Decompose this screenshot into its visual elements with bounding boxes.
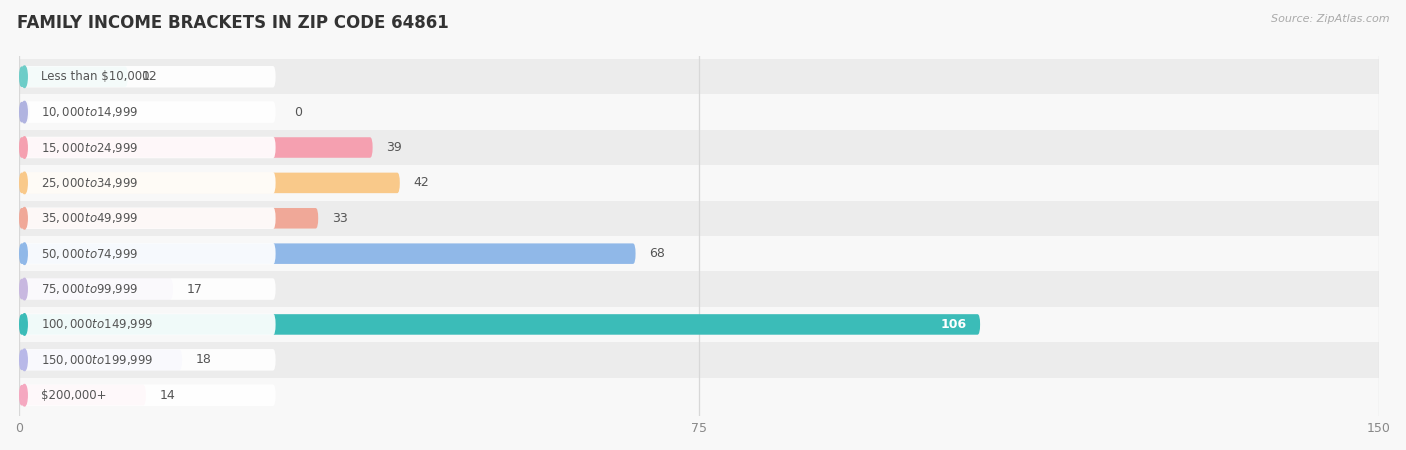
Text: 18: 18 xyxy=(195,353,212,366)
Bar xyxy=(20,59,1379,94)
FancyBboxPatch shape xyxy=(21,137,276,158)
Bar xyxy=(20,307,1379,342)
FancyBboxPatch shape xyxy=(20,279,173,299)
FancyBboxPatch shape xyxy=(20,173,399,193)
Circle shape xyxy=(21,243,27,265)
FancyBboxPatch shape xyxy=(20,350,183,370)
Bar xyxy=(20,201,1379,236)
Circle shape xyxy=(21,66,27,87)
Text: $25,000 to $34,999: $25,000 to $34,999 xyxy=(41,176,138,190)
FancyBboxPatch shape xyxy=(20,67,128,87)
Bar xyxy=(20,378,1379,413)
Bar xyxy=(20,130,1379,165)
Text: $35,000 to $49,999: $35,000 to $49,999 xyxy=(41,212,138,225)
Bar xyxy=(20,94,1379,130)
Circle shape xyxy=(21,101,27,123)
Text: 0: 0 xyxy=(294,106,302,119)
FancyBboxPatch shape xyxy=(21,278,276,300)
Bar xyxy=(20,236,1379,271)
FancyBboxPatch shape xyxy=(21,349,276,371)
Text: Less than $10,000: Less than $10,000 xyxy=(41,70,149,83)
Text: 42: 42 xyxy=(413,176,429,189)
Circle shape xyxy=(21,172,27,194)
FancyBboxPatch shape xyxy=(20,385,146,405)
FancyBboxPatch shape xyxy=(20,314,980,335)
Text: 12: 12 xyxy=(142,70,157,83)
FancyBboxPatch shape xyxy=(21,66,276,87)
Circle shape xyxy=(21,349,27,371)
Circle shape xyxy=(21,278,27,300)
Text: Source: ZipAtlas.com: Source: ZipAtlas.com xyxy=(1271,14,1389,23)
FancyBboxPatch shape xyxy=(21,101,276,123)
Text: $100,000 to $149,999: $100,000 to $149,999 xyxy=(41,317,153,332)
Text: $15,000 to $24,999: $15,000 to $24,999 xyxy=(41,140,138,154)
Text: $50,000 to $74,999: $50,000 to $74,999 xyxy=(41,247,138,261)
Circle shape xyxy=(21,314,27,335)
Bar xyxy=(20,271,1379,307)
Text: FAMILY INCOME BRACKETS IN ZIP CODE 64861: FAMILY INCOME BRACKETS IN ZIP CODE 64861 xyxy=(17,14,449,32)
Circle shape xyxy=(21,207,27,229)
Text: 17: 17 xyxy=(187,283,202,296)
Circle shape xyxy=(21,137,27,158)
Text: 106: 106 xyxy=(941,318,966,331)
Text: $10,000 to $14,999: $10,000 to $14,999 xyxy=(41,105,138,119)
Text: 33: 33 xyxy=(332,212,347,225)
FancyBboxPatch shape xyxy=(20,137,373,158)
FancyBboxPatch shape xyxy=(20,208,318,229)
FancyBboxPatch shape xyxy=(20,243,636,264)
FancyBboxPatch shape xyxy=(21,172,276,194)
FancyBboxPatch shape xyxy=(21,384,276,406)
Text: 39: 39 xyxy=(387,141,402,154)
Text: 14: 14 xyxy=(159,389,176,402)
FancyBboxPatch shape xyxy=(21,314,276,335)
FancyBboxPatch shape xyxy=(21,243,276,265)
FancyBboxPatch shape xyxy=(20,102,30,122)
Bar xyxy=(20,342,1379,378)
Text: $200,000+: $200,000+ xyxy=(41,389,107,402)
Text: $75,000 to $99,999: $75,000 to $99,999 xyxy=(41,282,138,296)
Circle shape xyxy=(21,384,27,406)
Text: 68: 68 xyxy=(650,247,665,260)
Bar xyxy=(20,165,1379,201)
Text: $150,000 to $199,999: $150,000 to $199,999 xyxy=(41,353,153,367)
FancyBboxPatch shape xyxy=(21,207,276,229)
